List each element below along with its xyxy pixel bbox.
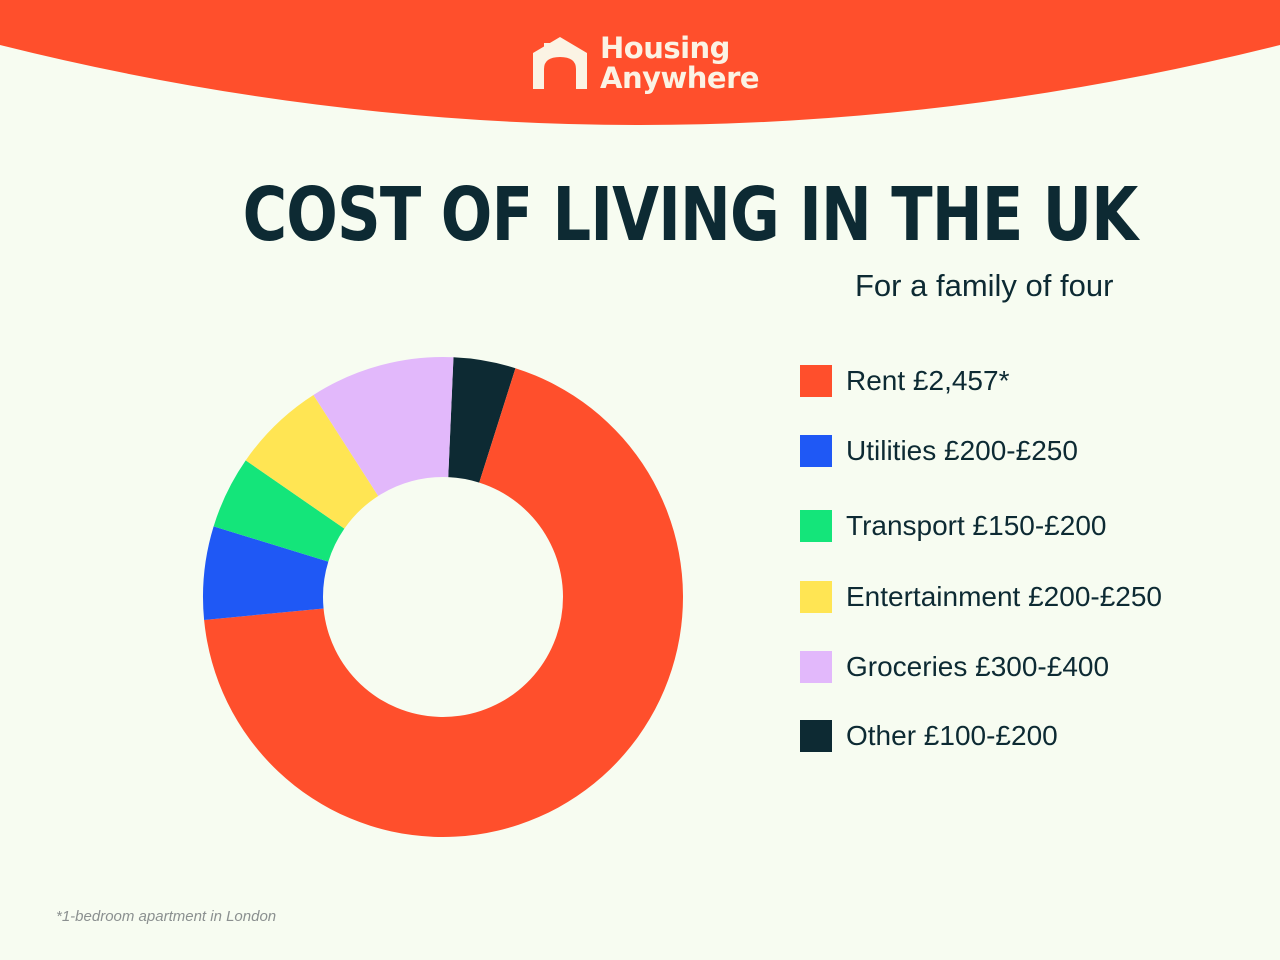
brand-name-line1: Housing xyxy=(600,31,730,65)
legend-item-rent: Rent £2,457* xyxy=(800,365,1009,397)
legend-item-other: Other £100-£200 xyxy=(800,720,1058,752)
donut-slice-entertainment xyxy=(245,394,379,529)
donut-slice-transport xyxy=(213,460,345,562)
legend-label: Rent £2,457* xyxy=(846,365,1010,396)
page-title: COST OF LIVING IN THE UK xyxy=(242,172,1139,258)
donut-slice-utilities xyxy=(203,526,329,620)
legend-swatch xyxy=(800,365,832,397)
house-logo-icon xyxy=(533,37,587,89)
chart-subtitle: For a family of four xyxy=(855,268,1114,303)
legend-item-groceries: Groceries £300-£400 xyxy=(800,651,1109,683)
legend-label: Groceries £300-£400 xyxy=(846,651,1110,682)
legend-swatch xyxy=(800,651,832,683)
legend-label: Entertainment £200-£250 xyxy=(846,581,1162,612)
legend-item-utilities: Utilities £200-£250 xyxy=(800,435,1078,467)
donut-slice-groceries xyxy=(313,357,454,496)
brand-logo[interactable]: Housing Anywhere xyxy=(530,31,760,95)
donut-slice-other xyxy=(448,357,516,483)
legend-swatch xyxy=(800,435,832,467)
brand-name-line2: Anywhere xyxy=(600,61,760,95)
donut-slice-rent xyxy=(204,368,684,838)
footnote: *1-bedroom apartment in London xyxy=(56,908,277,925)
legend-swatch xyxy=(800,510,832,542)
legend-swatch xyxy=(800,581,832,613)
legend-label: Utilities £200-£250 xyxy=(846,435,1078,466)
legend-swatch xyxy=(800,720,832,752)
legend-item-transport: Transport £150-£200 xyxy=(800,510,1106,542)
legend-label: Other £100-£200 xyxy=(846,720,1058,751)
legend-item-entertainment: Entertainment £200-£250 xyxy=(800,581,1162,613)
legend-label: Transport £150-£200 xyxy=(846,510,1107,541)
header-banner xyxy=(0,0,1280,125)
